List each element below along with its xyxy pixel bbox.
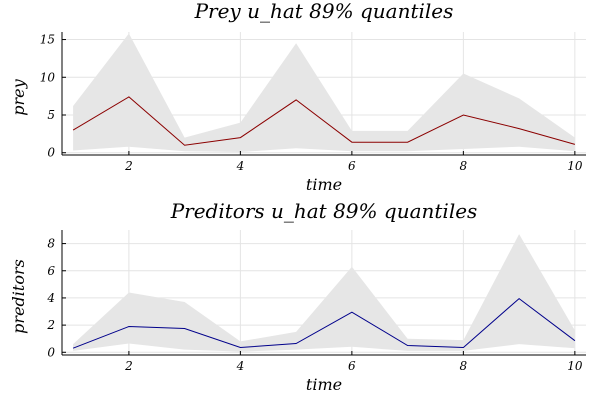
x-tick-label: 10: [567, 159, 583, 173]
y-tick-label: 4: [46, 291, 55, 305]
y-tick-label: 10: [40, 70, 56, 84]
x-tick-label: 6: [348, 159, 356, 173]
median-line: [72, 96, 576, 146]
prey-panel: 2 4 6 8 10 0 5 10 15 Prey u_hat 89% quantiles time…: [9, 0, 586, 194]
x-tick-label: 10: [567, 359, 583, 373]
y-tick-label: 0: [47, 345, 55, 359]
y-tick-label: 2: [46, 318, 55, 332]
x-tick-label: 4: [236, 159, 245, 173]
y-tick-label: 6: [47, 264, 55, 278]
x-tick-label: 4: [236, 359, 245, 373]
x-axis-label: time: [306, 175, 342, 194]
y-tick-label: 5: [47, 108, 55, 122]
x-tick-label: 6: [348, 359, 356, 373]
y-axis-label: prey: [9, 78, 28, 115]
x-tick-label: 2: [124, 159, 133, 173]
y-tick-label: 8: [47, 237, 55, 251]
y-tick-label: 15: [40, 33, 55, 47]
chart-title: Preditors u_hat 89% quantiles: [170, 199, 478, 223]
x-tick-label: 2: [124, 359, 133, 373]
x-tick-label: 8: [460, 159, 468, 173]
y-tick-label: 0: [47, 146, 55, 160]
preditors-panel: 2 4 6 8 10 0 2 4 6 8 Preditors u_hat 89% quantiles…: [9, 199, 586, 394]
quantile-band: [73, 234, 575, 352]
median-line: [72, 297, 576, 349]
x-axis-label: time: [306, 375, 342, 394]
quantile-band: [73, 33, 575, 152]
chart-title: Prey u_hat 89% quantiles: [194, 0, 454, 23]
y-axis-label: preditors: [9, 259, 28, 334]
x-tick-label: 8: [460, 359, 468, 373]
